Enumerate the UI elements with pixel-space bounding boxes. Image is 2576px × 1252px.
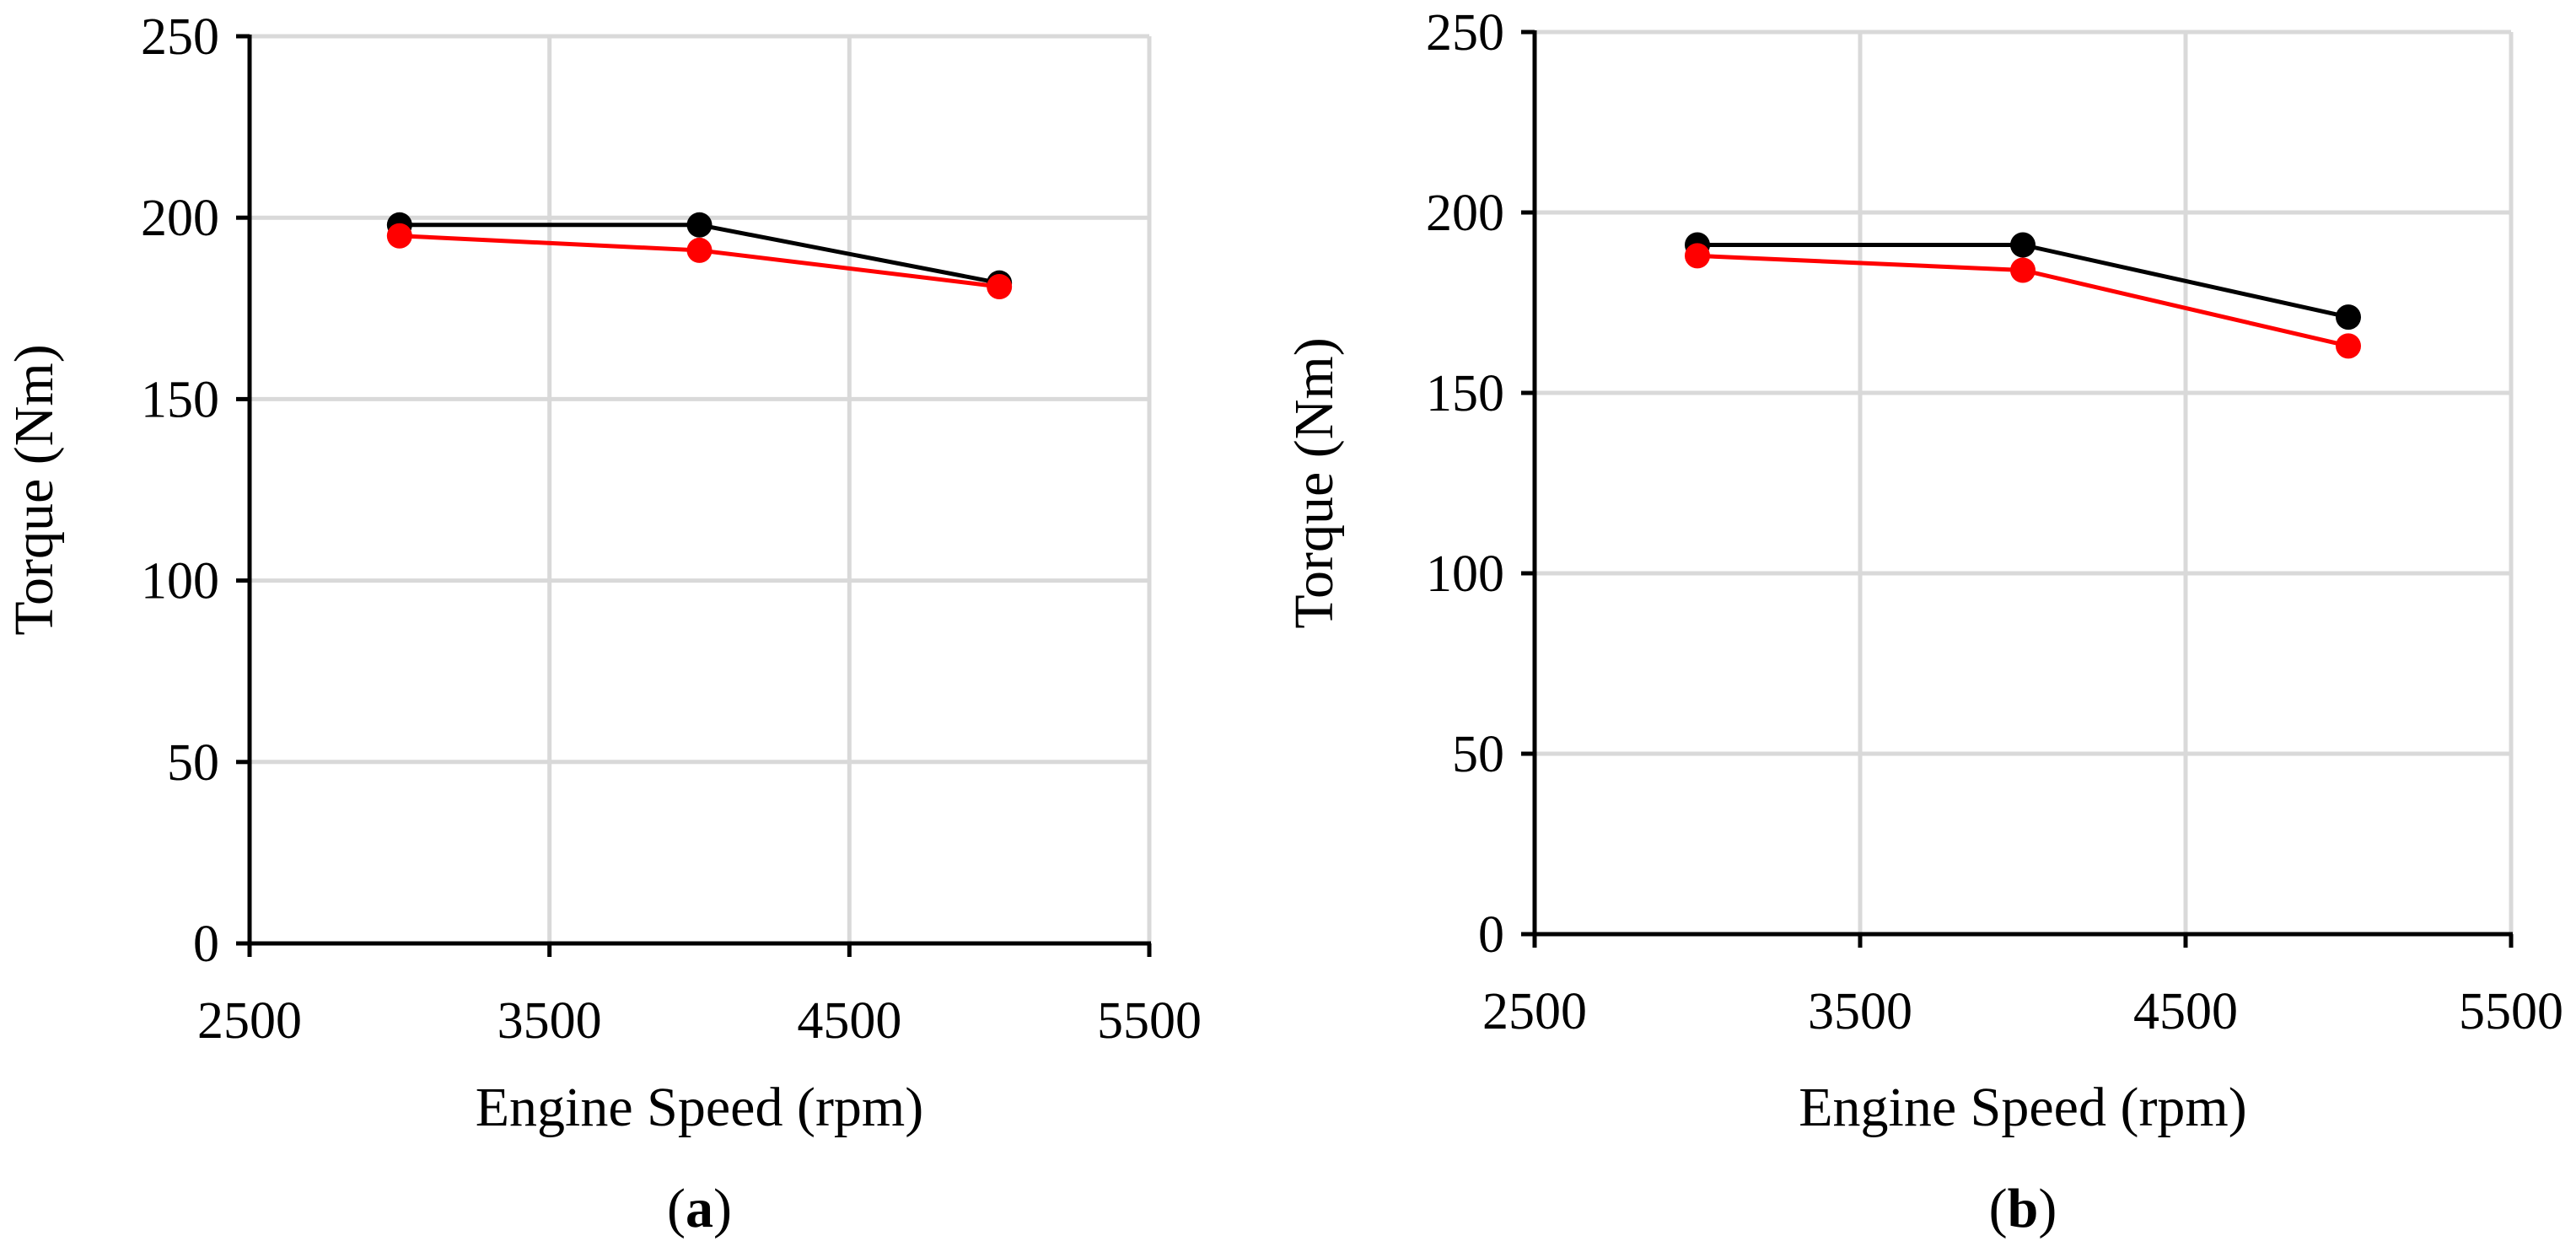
- y-axis-title: Torque (Nm): [3, 344, 65, 635]
- y-tick-label: 250: [141, 8, 219, 66]
- series-red-point: [2336, 333, 2361, 359]
- series-red-point: [2010, 257, 2036, 283]
- y-tick-label: 200: [141, 190, 219, 247]
- x-axis-title: Engine Speed (rpm): [476, 1077, 924, 1138]
- y-tick-label: 100: [141, 553, 219, 610]
- x-tick-label: 5500: [1097, 992, 1202, 1050]
- series-black-point: [2336, 304, 2361, 330]
- y-tick-label: 0: [193, 916, 219, 973]
- y-tick-label: 0: [1478, 906, 1504, 964]
- y-tick-label: 150: [141, 371, 219, 428]
- x-tick-label: 4500: [2133, 983, 2238, 1040]
- y-axis-title: Torque (Nm): [1283, 337, 1345, 628]
- y-tick-label: 50: [167, 734, 219, 792]
- x-tick-label: 4500: [797, 992, 901, 1050]
- y-tick-label: 100: [1426, 545, 1504, 603]
- y-tick-label: 150: [1426, 365, 1504, 422]
- series-red-point: [686, 237, 713, 263]
- series-red-point: [987, 273, 1013, 299]
- x-tick-label: 2500: [197, 992, 302, 1050]
- x-tick-label: 3500: [1808, 983, 1912, 1040]
- chart-panel-a: 0 50 100 150 200 250 2500 3500 4500 5500 Engine Sp…: [3, 8, 1202, 1239]
- panel-label: (a): [667, 1178, 732, 1239]
- series-black-point: [2010, 232, 2036, 258]
- x-tick-label: 3500: [497, 992, 602, 1050]
- y-tick-label: 250: [1426, 4, 1504, 62]
- x-tick-label: 2500: [1482, 983, 1587, 1040]
- y-tick-label: 200: [1426, 185, 1504, 242]
- panel-label: (b): [1989, 1178, 2057, 1239]
- y-tick-label: 50: [1452, 726, 1504, 783]
- series-black-point: [686, 212, 713, 238]
- x-axis-title: Engine Speed (rpm): [1799, 1077, 2247, 1138]
- series-red-point: [1685, 243, 1710, 269]
- x-tick-label: 5500: [2459, 983, 2563, 1040]
- chart-panel-b: 0 50 100 150 200 250 2500 3500 4500 5500 Engine Sp…: [1283, 4, 2563, 1239]
- series-red-point: [386, 223, 412, 249]
